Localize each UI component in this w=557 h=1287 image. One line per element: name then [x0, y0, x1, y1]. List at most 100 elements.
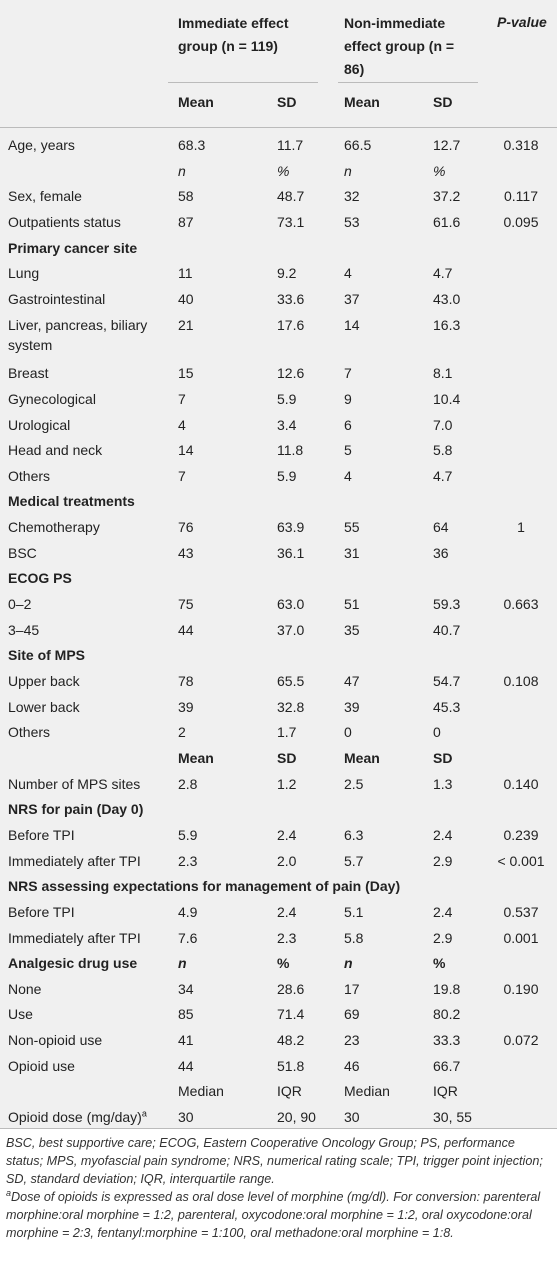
- cell: 66.7: [433, 1057, 461, 1074]
- p-value: 0.095: [503, 213, 539, 230]
- row-label: Before TPI: [8, 826, 75, 843]
- p-value-header: P-value: [497, 14, 547, 30]
- row-label: Urological: [8, 416, 71, 433]
- cell: 30: [344, 1109, 360, 1126]
- row-label: Outpatients status: [8, 213, 121, 230]
- cell: 4: [178, 416, 186, 433]
- row-label: None: [8, 980, 42, 997]
- p-value: 0.001: [503, 929, 539, 946]
- cell: 0: [344, 724, 352, 741]
- cell: 5: [344, 442, 352, 459]
- cell: 44: [178, 1057, 194, 1074]
- row-label: BSC: [8, 544, 37, 561]
- row-label: Others: [8, 724, 51, 741]
- p-value: < 0.001: [497, 852, 545, 869]
- cell: 39: [178, 698, 194, 715]
- cell: 36: [433, 544, 449, 561]
- label-text: Opioid dose (mg/day): [8, 1109, 142, 1126]
- cell: 0: [433, 724, 441, 741]
- cell: 4.9: [178, 903, 198, 920]
- cell: 45.3: [433, 698, 461, 715]
- footnotes: BSC, best supportive care; ECOG, Eastern…: [6, 1134, 552, 1242]
- cell: 14: [344, 316, 360, 333]
- cell: 80.2: [433, 1006, 461, 1023]
- row-label: NRS for pain (Day 0): [8, 801, 144, 818]
- row-label: Immediately after TPI: [8, 929, 141, 946]
- cell: 1.7: [277, 724, 297, 741]
- cell: 35: [344, 621, 360, 638]
- cell: 34: [178, 980, 194, 997]
- cell: 9: [344, 390, 352, 407]
- cell: 43: [178, 544, 194, 561]
- p-value: 0.537: [503, 903, 539, 920]
- cell: IQR: [277, 1083, 302, 1100]
- cell: SD: [433, 749, 453, 766]
- cell: 33.3: [433, 1032, 461, 1049]
- row-label: Medical treatments: [8, 493, 135, 510]
- p-value: 1: [517, 519, 525, 536]
- cell: 11: [178, 265, 193, 282]
- cell: 53: [344, 213, 360, 230]
- cell: 2.8: [178, 775, 198, 792]
- cell: 65.5: [277, 673, 305, 689]
- p-value: 0.140: [503, 775, 539, 792]
- cell: SD: [277, 749, 297, 766]
- cell: 66.5: [344, 137, 372, 153]
- p-value: 0.117: [504, 188, 538, 205]
- row-label: Upper back: [8, 673, 80, 689]
- group-header: Immediate effect group (n = 119): [178, 15, 289, 54]
- footnote-marker: a: [141, 1108, 147, 1119]
- cell: 12.7: [433, 137, 461, 153]
- row-label: Chemotherapy: [8, 519, 100, 536]
- cell: 4: [344, 265, 352, 282]
- row-label: ECOG PS: [8, 570, 72, 587]
- row-label: Before TPI: [8, 903, 75, 920]
- cell: 71.4: [277, 1006, 305, 1023]
- cell: 61.6: [433, 213, 461, 230]
- row-label: Others: [8, 467, 51, 484]
- row-label: Primary cancer site: [8, 239, 138, 256]
- cell: 9.2: [277, 265, 297, 282]
- footnote: aDose of opioids is expressed as oral do…: [6, 1188, 552, 1242]
- cell: 30, 55: [433, 1109, 472, 1126]
- cell: 17: [344, 980, 360, 997]
- row-label: Immediately after TPI: [8, 852, 141, 869]
- cell: 5.9: [277, 390, 297, 407]
- cell: 28.6: [277, 980, 305, 997]
- cell: 78: [178, 673, 194, 689]
- cell: 7: [344, 365, 352, 382]
- cell: 23: [344, 1032, 360, 1049]
- cell: 47: [344, 673, 360, 689]
- cell: 2.4: [277, 826, 297, 843]
- row-label: Gastrointestinal: [8, 290, 106, 307]
- cell: %: [277, 955, 290, 972]
- cell: 69: [344, 1006, 360, 1023]
- row-label: NRS assessing expectations for managemen…: [8, 878, 401, 895]
- cell: 63.9: [277, 519, 305, 536]
- cell: IQR: [433, 1083, 458, 1100]
- p-value: 0.318: [503, 137, 539, 153]
- cell: 37.2: [433, 188, 461, 205]
- cell: %: [433, 162, 446, 179]
- footnote-marker: a: [6, 1187, 12, 1198]
- cell: 68.3: [178, 137, 206, 153]
- cell: 16.3: [433, 316, 461, 333]
- cell: 36.1: [277, 544, 305, 561]
- cell: 2.0: [277, 852, 297, 869]
- cell: 64: [433, 519, 449, 536]
- p-value: 0.108: [503, 673, 539, 689]
- cell: 46: [344, 1057, 360, 1074]
- rule: [168, 82, 318, 83]
- cell: 2.9: [433, 852, 453, 869]
- rule: [0, 127, 557, 128]
- cell: 44: [178, 621, 194, 638]
- cell: 19.8: [433, 980, 461, 997]
- row-label: Liver, pancreas, biliary system: [8, 316, 148, 353]
- cell: Median: [178, 1083, 224, 1100]
- cell: 7: [178, 467, 186, 484]
- cell: Mean: [344, 749, 380, 766]
- subheader: Mean: [344, 94, 380, 110]
- cell: n: [178, 955, 187, 972]
- row-label: Breast: [8, 365, 49, 382]
- cell: 31: [344, 544, 360, 561]
